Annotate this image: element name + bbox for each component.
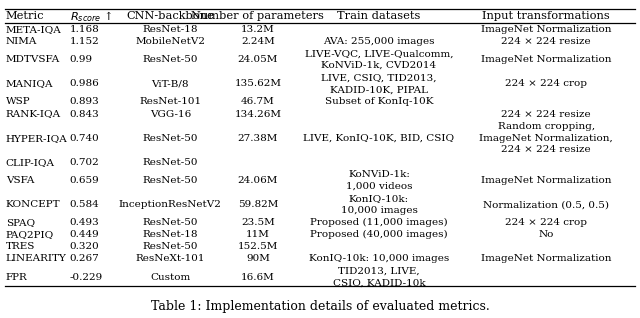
Text: 0.893: 0.893 <box>70 97 99 107</box>
Text: InceptionResNetV2: InceptionResNetV2 <box>119 200 221 209</box>
Text: CNN-backbone: CNN-backbone <box>126 11 214 21</box>
Text: LIVE-VQC, LIVE-Qualcomm,
KoNViD-1k, CVD2014: LIVE-VQC, LIVE-Qualcomm, KoNViD-1k, CVD2… <box>305 49 453 70</box>
Text: Custom: Custom <box>150 273 190 281</box>
Text: ResNet-50: ResNet-50 <box>143 242 198 251</box>
Text: 0.986: 0.986 <box>70 79 99 88</box>
Text: Table 1: Implementation details of evaluated metrics.: Table 1: Implementation details of evalu… <box>150 300 490 313</box>
Text: 224 × 224 resize: 224 × 224 resize <box>501 37 591 46</box>
Text: 0.659: 0.659 <box>70 176 99 185</box>
Text: 46.7M: 46.7M <box>241 97 275 107</box>
Text: ViT-B/8: ViT-B/8 <box>152 79 189 88</box>
Text: HYPER-IQA: HYPER-IQA <box>6 134 68 143</box>
Text: VSFA: VSFA <box>6 176 34 185</box>
Text: 0.740: 0.740 <box>70 134 99 143</box>
Text: 1.168: 1.168 <box>70 25 99 34</box>
Text: 0.320: 0.320 <box>70 242 99 251</box>
Text: 59.82M: 59.82M <box>237 200 278 209</box>
Text: 0.267: 0.267 <box>70 254 99 263</box>
Text: LIVE, CSIQ, TID2013,
KADID-10K, PIPAL: LIVE, CSIQ, TID2013, KADID-10K, PIPAL <box>321 73 436 94</box>
Text: 0.702: 0.702 <box>70 158 99 167</box>
Text: 2.24M: 2.24M <box>241 37 275 46</box>
Text: Normalization (0.5, 0.5): Normalization (0.5, 0.5) <box>483 200 609 209</box>
Text: -0.229: -0.229 <box>70 273 103 281</box>
Text: TRES: TRES <box>6 242 35 251</box>
Text: Proposed (40,000 images): Proposed (40,000 images) <box>310 230 448 239</box>
Text: $R_{score}$ ↑: $R_{score}$ ↑ <box>70 9 112 24</box>
Text: 0.493: 0.493 <box>70 218 99 227</box>
Text: ResNet-101: ResNet-101 <box>139 97 202 107</box>
Text: 135.62M: 135.62M <box>234 79 282 88</box>
Text: RANK-IQA: RANK-IQA <box>6 109 61 119</box>
Text: AVA: 255,000 images: AVA: 255,000 images <box>323 37 435 46</box>
Text: Metric: Metric <box>6 11 44 21</box>
Text: ResNet-50: ResNet-50 <box>143 55 198 64</box>
Text: PAQ2PIQ: PAQ2PIQ <box>6 230 54 239</box>
Text: 24.06M: 24.06M <box>237 176 278 185</box>
Text: ResNet-50: ResNet-50 <box>143 218 198 227</box>
Text: 23.5M: 23.5M <box>241 218 275 227</box>
Text: WSP: WSP <box>6 97 31 107</box>
Text: ImageNet Normalization: ImageNet Normalization <box>481 176 611 185</box>
Text: ResNet-50: ResNet-50 <box>143 134 198 143</box>
Text: ResNet-18: ResNet-18 <box>143 25 198 34</box>
Text: 1.152: 1.152 <box>70 37 99 46</box>
Text: 90M: 90M <box>246 254 270 263</box>
Text: 134.26M: 134.26M <box>234 109 282 119</box>
Text: 224 × 224 crop: 224 × 224 crop <box>505 79 588 88</box>
Text: KonIQ-10k: 10,000 images: KonIQ-10k: 10,000 images <box>309 254 449 263</box>
Text: 0.843: 0.843 <box>70 109 99 119</box>
Text: 13.2M: 13.2M <box>241 25 275 34</box>
Text: MobileNetV2: MobileNetV2 <box>135 37 205 46</box>
Text: 0.449: 0.449 <box>70 230 99 239</box>
Text: FPR: FPR <box>6 273 28 281</box>
Text: 0.584: 0.584 <box>70 200 99 209</box>
Text: ImageNet Normalization: ImageNet Normalization <box>481 25 611 34</box>
Text: 27.38M: 27.38M <box>237 134 278 143</box>
Text: LINEARITY: LINEARITY <box>6 254 67 263</box>
Text: Number of parameters: Number of parameters <box>191 11 324 21</box>
Text: TID2013, LIVE,
CSIQ, KADID-10k: TID2013, LIVE, CSIQ, KADID-10k <box>333 267 425 287</box>
Text: LIVE, KonIQ-10K, BID, CSIQ: LIVE, KonIQ-10K, BID, CSIQ <box>303 134 454 143</box>
Text: Proposed (11,000 images): Proposed (11,000 images) <box>310 218 448 227</box>
Text: No: No <box>538 230 554 239</box>
Text: CLIP-IQA: CLIP-IQA <box>6 158 55 167</box>
Text: KONCEPT: KONCEPT <box>6 200 60 209</box>
Text: KonIQ-10k:
10,000 images: KonIQ-10k: 10,000 images <box>340 194 417 215</box>
Text: 24.05M: 24.05M <box>237 55 278 64</box>
Text: ImageNet Normalization: ImageNet Normalization <box>481 55 611 64</box>
Text: Train datasets: Train datasets <box>337 11 420 21</box>
Text: MANIQA: MANIQA <box>6 79 53 88</box>
Text: 0.99: 0.99 <box>70 55 93 64</box>
Text: ResNet-50: ResNet-50 <box>143 176 198 185</box>
Text: ResNet-18: ResNet-18 <box>143 230 198 239</box>
Text: Input transformations: Input transformations <box>483 11 610 21</box>
Text: ImageNet Normalization: ImageNet Normalization <box>481 254 611 263</box>
Text: META-IQA: META-IQA <box>6 25 61 34</box>
Text: VGG-16: VGG-16 <box>150 109 191 119</box>
Text: 11M: 11M <box>246 230 270 239</box>
Text: 16.6M: 16.6M <box>241 273 275 281</box>
Text: Subset of KonIq-10K: Subset of KonIq-10K <box>324 97 433 107</box>
Text: KoNViD-1k:
1,000 videos: KoNViD-1k: 1,000 videos <box>346 170 412 191</box>
Text: 224 × 224 crop: 224 × 224 crop <box>505 218 588 227</box>
Text: 224 × 224 resize: 224 × 224 resize <box>501 109 591 119</box>
Text: SPAQ: SPAQ <box>6 218 35 227</box>
Text: 152.5M: 152.5M <box>237 242 278 251</box>
Text: ResNeXt-101: ResNeXt-101 <box>136 254 205 263</box>
Text: NIMA: NIMA <box>6 37 37 46</box>
Text: ResNet-50: ResNet-50 <box>143 158 198 167</box>
Text: MDTVSFA: MDTVSFA <box>6 55 60 64</box>
Text: Random cropping,
ImageNet Normalization,
224 × 224 resize: Random cropping, ImageNet Normalization,… <box>479 122 613 155</box>
